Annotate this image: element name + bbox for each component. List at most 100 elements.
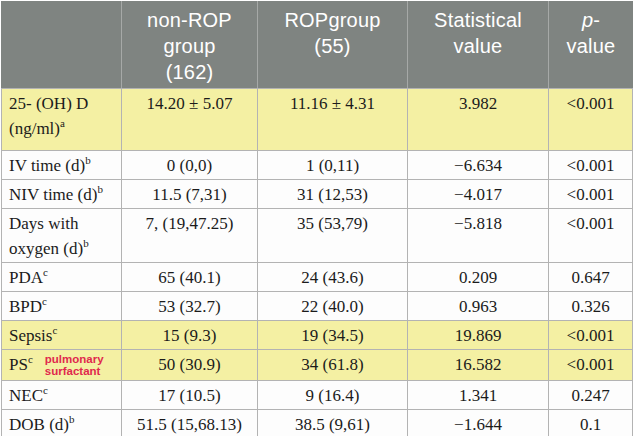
row-label-line: (ng/ml)a: [9, 116, 119, 141]
header-line: (162): [166, 59, 214, 85]
value-cell: <0.001: [548, 209, 632, 262]
row-label-line: Sepsisc: [9, 323, 119, 348]
header-cell-rop-group: ROPgroup (55): [257, 1, 407, 88]
p-dash: -: [593, 9, 600, 31]
header-cell-non-rop-group: non-ROP group (162): [121, 1, 257, 88]
header-cell-statistical-value: Statistical value: [407, 1, 548, 88]
value-cell: 7, (19,47.25): [121, 209, 257, 262]
footnote-marker: b: [85, 154, 91, 166]
row-label: PScpulmonarysurfactant: [9, 352, 119, 377]
header-line: value: [454, 33, 503, 59]
row-label-cell: NECc: [2, 381, 121, 409]
table-row: PScpulmonarysurfactant 50 (30.9) 34 (61.…: [2, 350, 632, 381]
table-row: Days withoxygen (d)b 7, (19,47.25) 35 (5…: [2, 209, 632, 263]
value-cell: <0.001: [548, 151, 632, 179]
table-row: PDAc 65 (40.1) 24 (43.6) 0.209 0.647: [2, 263, 632, 292]
table-row: NECc 17 (10.5) 9 (16.4) 1.341 0.247: [2, 381, 632, 410]
value-cell: <0.001: [548, 350, 632, 380]
value-cell: 11.5 (7,31): [121, 180, 257, 208]
value-cell: 0.326: [548, 292, 632, 320]
row-label-cell: 25- (OH) D(ng/ml)a: [2, 89, 121, 150]
row-label: Sepsisc: [9, 323, 119, 348]
value-cell: 53 (32.7): [121, 292, 257, 320]
row-label-line: PDAc: [9, 265, 119, 290]
table-row: IV time (d)b 0 (0,0) 1 (0,11) −6.634 <0.…: [2, 151, 632, 180]
value-cell: <0.001: [548, 180, 632, 208]
footnote-marker: c: [43, 384, 48, 396]
value-cell: 51.5 (15,68.13): [121, 410, 257, 436]
header-line: p-: [582, 7, 600, 33]
row-label-cell: NIV time (d)b: [2, 180, 121, 208]
row-label-line: NECc: [9, 383, 119, 408]
value-cell: −6.634: [407, 151, 548, 179]
footnote-marker: c: [28, 353, 33, 365]
header-line: Statistical: [434, 7, 522, 33]
value-cell: 0.647: [548, 263, 632, 291]
value-cell: −4.017: [407, 180, 548, 208]
row-label: DOB (d)b: [9, 412, 119, 436]
value-cell: 35 (53,79): [257, 209, 407, 262]
row-label-line: IV time (d)b: [9, 153, 119, 178]
row-label-cell: Sepsisc: [2, 321, 121, 349]
row-label-line: BPDc: [9, 294, 119, 319]
header-line: group: [163, 33, 215, 59]
value-cell: 19.869: [407, 321, 548, 349]
footnote-marker: b: [69, 413, 75, 425]
row-label-cell: PScpulmonarysurfactant: [2, 350, 121, 380]
value-cell: 1 (0,11): [257, 151, 407, 179]
row-label: 25- (OH) D(ng/ml)a: [9, 91, 119, 141]
header-line: (55): [314, 33, 350, 59]
row-label-cell: BPDc: [2, 292, 121, 320]
value-cell: 0.247: [548, 381, 632, 409]
value-cell: 11.16 ± 4.31: [257, 89, 407, 150]
header-line: value: [567, 33, 616, 59]
footnote-marker: c: [42, 295, 47, 307]
value-cell: <0.001: [548, 321, 632, 349]
row-label: NECc: [9, 383, 119, 408]
value-cell: 16.582: [407, 350, 548, 380]
row-label: BPDc: [9, 294, 119, 319]
header-line: ROPgroup: [284, 7, 380, 33]
footnote-marker: b: [83, 237, 89, 249]
header-cell-empty: [1, 1, 121, 88]
row-label-cell: Days withoxygen (d)b: [2, 209, 121, 262]
row-label: Days withoxygen (d)b: [9, 211, 119, 261]
row-label: PDAc: [9, 265, 119, 290]
p-italic: p: [582, 9, 593, 31]
footnote-marker: b: [97, 183, 103, 195]
value-cell: 65 (40.1): [121, 263, 257, 291]
row-label-cell: IV time (d)b: [2, 151, 121, 179]
value-cell: 31 (12,53): [257, 180, 407, 208]
row-label-line: DOB (d)b: [9, 412, 119, 436]
row-label-cell: DOB (d)b: [2, 410, 121, 436]
value-cell: 34 (61.8): [257, 350, 407, 380]
table-row: BPDc 53 (32.7) 22 (40.0) 0.963 0.326: [2, 292, 632, 321]
value-cell: 24 (43.6): [257, 263, 407, 291]
row-label: IV time (d)b: [9, 153, 119, 178]
value-cell: 9 (16.4): [257, 381, 407, 409]
value-cell: 3.982: [407, 89, 548, 150]
table-row: Sepsisc 15 (9.3) 19 (34.5) 19.869 <0.001: [2, 321, 632, 350]
table-row: DOB (d)b 51.5 (15,68.13) 38.5 (9,61) −1.…: [2, 410, 632, 436]
footnote-marker: a: [60, 117, 65, 129]
value-cell: 17 (10.5): [121, 381, 257, 409]
footnote-marker: c: [43, 266, 48, 278]
value-cell: 0.1: [548, 410, 632, 436]
annotation-pulmonary-surfactant: pulmonarysurfactant: [45, 353, 104, 377]
value-cell: −1.644: [407, 410, 548, 436]
row-label-line: NIV time (d)b: [9, 182, 119, 207]
value-cell: 38.5 (9,61): [257, 410, 407, 436]
value-cell: 15 (9.3): [121, 321, 257, 349]
table-header: non-ROP group (162) ROPgroup (55) Statis…: [1, 1, 633, 89]
table-row: NIV time (d)b 11.5 (7,31) 31 (12,53) −4.…: [2, 180, 632, 209]
value-cell: 50 (30.9): [121, 350, 257, 380]
header-line: non-ROP: [147, 7, 232, 33]
row-label-line: oxygen (d)b: [9, 236, 119, 261]
value-cell: 19 (34.5): [257, 321, 407, 349]
table-row: 25- (OH) D(ng/ml)a 14.20 ± 5.07 11.16 ± …: [2, 89, 632, 151]
table-body: 25- (OH) D(ng/ml)a 14.20 ± 5.07 11.16 ± …: [1, 89, 633, 436]
header-cell-p-value: p- value: [548, 1, 633, 88]
value-cell: 1.341: [407, 381, 548, 409]
row-label-line: 25- (OH) D: [9, 91, 119, 116]
value-cell: 0.963: [407, 292, 548, 320]
